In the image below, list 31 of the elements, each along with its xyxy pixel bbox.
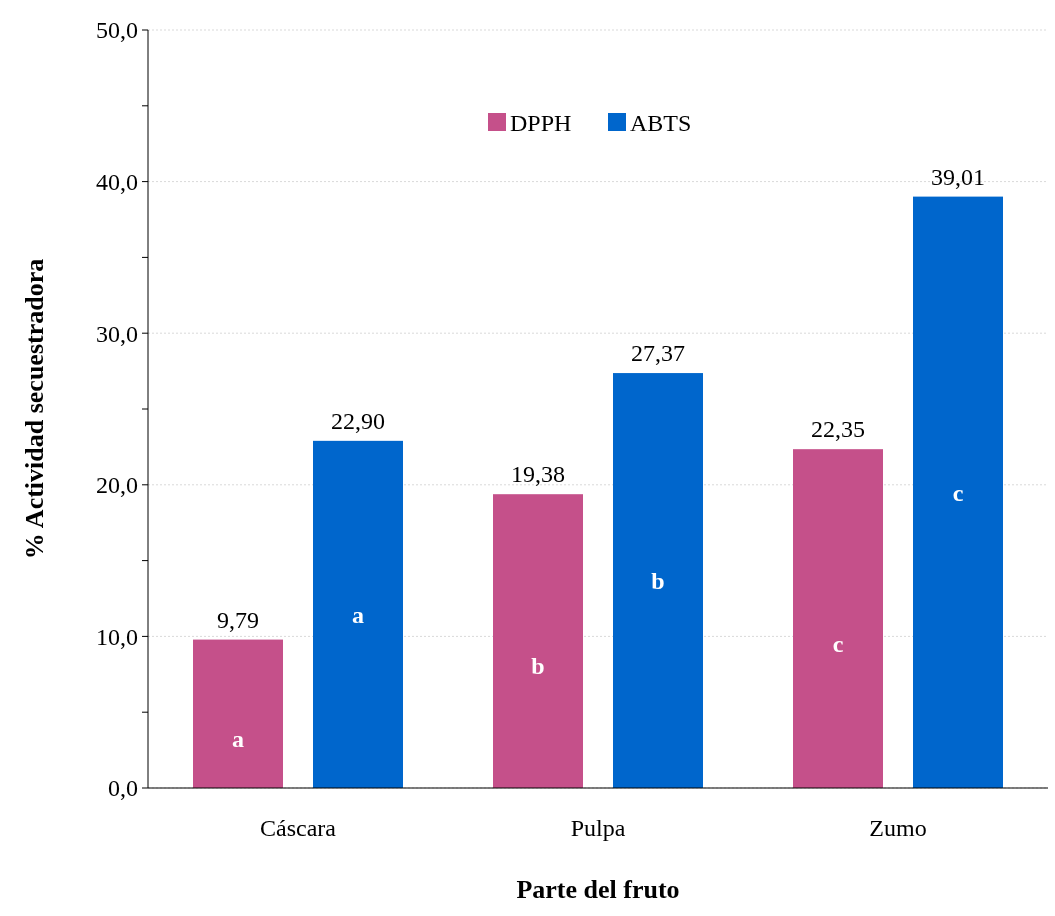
data-label: 22,90 — [331, 407, 385, 434]
data-label: 9,79 — [217, 606, 259, 633]
bar — [913, 196, 1003, 788]
y-tick-label: 50,0 — [96, 17, 138, 44]
y-tick-label: 0,0 — [108, 775, 138, 802]
x-tick-label: Cáscara — [260, 815, 337, 841]
data-label: 39,01 — [931, 163, 985, 190]
y-tick-label: 40,0 — [96, 169, 138, 195]
y-tick-label: 20,0 — [96, 472, 138, 499]
x-tick-label: Pulpa — [570, 815, 626, 841]
legend-label: ABTS — [630, 110, 692, 137]
data-label: 27,37 — [631, 340, 685, 367]
annotation: a — [232, 726, 244, 753]
bar — [613, 373, 703, 788]
annotation: a — [352, 601, 364, 628]
x-axis-title: Parte del fruto — [516, 875, 680, 904]
annotation: b — [651, 567, 665, 594]
annotation: c — [832, 630, 844, 657]
annotation: b — [531, 653, 545, 680]
x-tick-label: Zumo — [869, 815, 927, 841]
y-tick-label: 10,0 — [96, 623, 138, 650]
data-label: 22,35 — [811, 416, 865, 443]
bar — [793, 449, 883, 788]
y-tick-label: 30,0 — [96, 320, 138, 347]
bar — [493, 494, 583, 788]
legend-label: DPPH — [510, 110, 572, 137]
data-label: 19,38 — [511, 461, 565, 488]
annotation: c — [952, 479, 964, 506]
bar — [193, 639, 283, 788]
y-axis-title: % Actividad secuestradora — [20, 258, 49, 560]
bar — [313, 440, 403, 788]
